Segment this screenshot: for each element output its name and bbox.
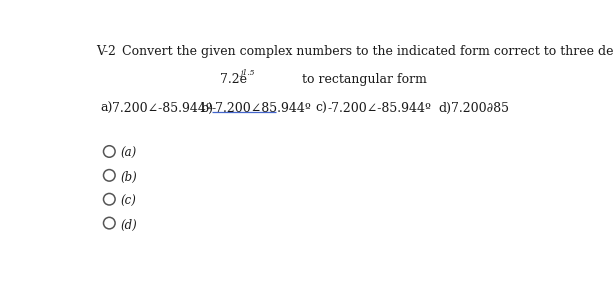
Text: (b): (b) [120,171,137,184]
Text: -7.200∠85.944º: -7.200∠85.944º [212,102,311,115]
Text: Convert the given complex numbers to the indicated form correct to three decimal: Convert the given complex numbers to the… [114,45,614,58]
Text: 7.200∠-85.944º: 7.200∠-85.944º [112,102,212,115]
Text: to rectangular form: to rectangular form [301,73,426,86]
Text: c): c) [316,102,327,115]
Text: (c): (c) [120,195,136,208]
Text: d): d) [438,102,452,115]
Text: (a): (a) [120,147,136,160]
Text: a): a) [100,102,112,115]
Text: 7.2e: 7.2e [220,73,247,86]
Text: j1.5: j1.5 [240,69,255,77]
Text: 7.200∂85: 7.200∂85 [451,102,509,115]
Text: V-2: V-2 [96,45,116,58]
Text: -7.200∠-85.944º: -7.200∠-85.944º [328,102,432,115]
Text: (d): (d) [120,218,137,232]
Text: b): b) [201,102,214,115]
